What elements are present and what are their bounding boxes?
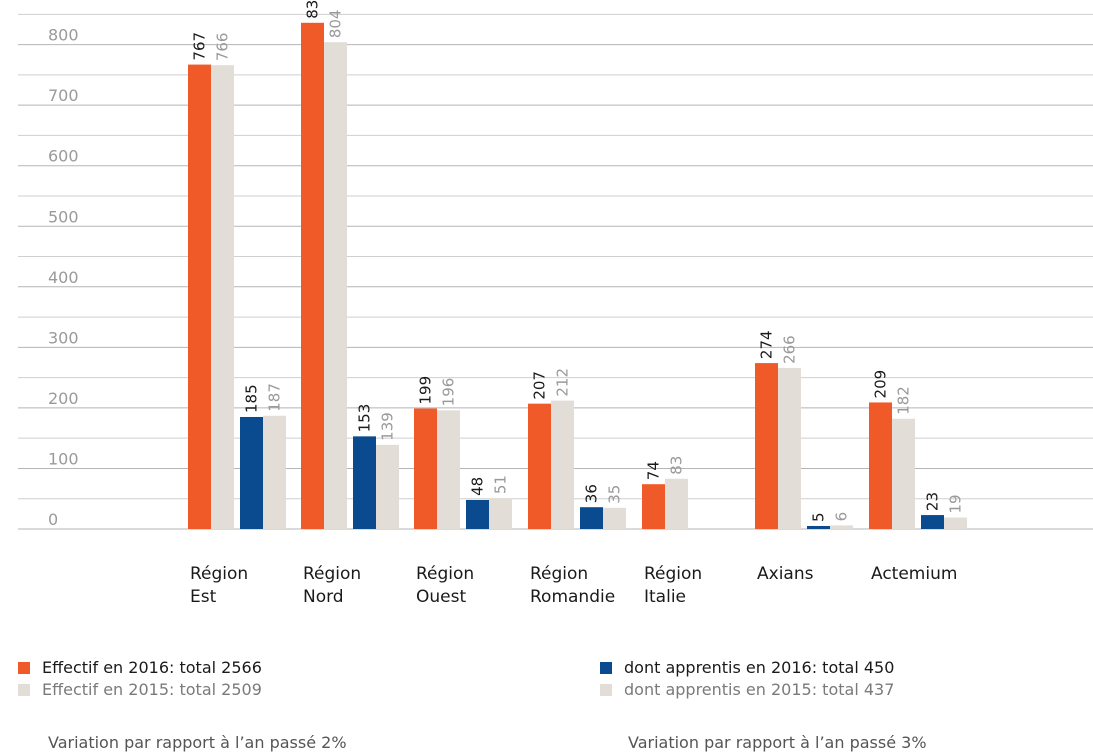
bar-value-label: 153 bbox=[356, 404, 374, 433]
bar-value-label: 804 bbox=[327, 10, 345, 39]
bar-apprentis-2015 bbox=[489, 498, 512, 529]
legend-item: Effectif en 2015: total 2509 bbox=[18, 679, 262, 701]
bar-value-label: 36 bbox=[583, 484, 601, 503]
bar-apprentis-2016 bbox=[580, 507, 603, 529]
bar-value-label: 207 bbox=[531, 371, 549, 400]
bar-value-label: 274 bbox=[758, 330, 776, 359]
bar-value-label: 139 bbox=[379, 412, 397, 441]
legend-left: Effectif en 2016: total 2566 Effectif en… bbox=[18, 657, 262, 701]
legend-swatch-effectif-2015 bbox=[18, 684, 30, 696]
y-tick-label: 800 bbox=[48, 26, 79, 45]
bar-value-label: 23 bbox=[924, 492, 942, 511]
y-tick-label: 100 bbox=[48, 449, 79, 468]
category-label: Italie bbox=[644, 587, 686, 607]
legend-item: Effectif en 2016: total 2566 bbox=[18, 657, 262, 679]
bar-effectif-2016 bbox=[301, 22, 324, 529]
legend-label-effectif-2015: Effectif en 2015: total 2509 bbox=[42, 680, 262, 699]
bar-value-label: 35 bbox=[606, 485, 624, 504]
y-tick-label: 700 bbox=[48, 86, 79, 105]
variation-note-right: Variation par rapport à l’an passé 3% bbox=[628, 733, 927, 752]
bar-value-label: 182 bbox=[895, 386, 913, 415]
bar-effectif-2015 bbox=[551, 400, 574, 529]
category-label: Axians bbox=[757, 564, 814, 584]
category-label: Région bbox=[416, 564, 474, 584]
category-label: Actemium bbox=[871, 564, 957, 584]
bar-value-label: 199 bbox=[417, 376, 435, 405]
legend-swatch-effectif-2016 bbox=[18, 662, 30, 674]
bar-apprentis-2015 bbox=[603, 507, 626, 529]
bar-value-label: 48 bbox=[469, 477, 487, 496]
legend-label-apprentis-2016: dont apprentis en 2016: total 450 bbox=[624, 658, 895, 677]
category-label: Région bbox=[190, 564, 248, 584]
bar-effectif-2016 bbox=[869, 402, 892, 529]
category-label: Romandie bbox=[530, 587, 615, 607]
bar-effectif-2015 bbox=[665, 478, 688, 529]
legend-right: dont apprentis en 2016: total 450 dont a… bbox=[600, 657, 894, 701]
bar-effectif-2016 bbox=[188, 64, 211, 530]
bar-value-label: 74 bbox=[645, 461, 663, 480]
bar-apprentis-2016 bbox=[807, 525, 830, 529]
bar-effectif-2016 bbox=[755, 363, 778, 529]
bar-value-label: 767 bbox=[191, 32, 209, 61]
bar-effectif-2016 bbox=[528, 403, 551, 529]
bar-value-label: 83 bbox=[668, 456, 686, 475]
bar-apprentis-2016 bbox=[921, 515, 944, 529]
bar-value-label: 212 bbox=[554, 368, 572, 397]
bar-chart: 0 100 200 300 400 500 600 700 800 767 766 185 187 Rég… bbox=[18, 0, 1093, 607]
bar-value-label: 185 bbox=[243, 384, 261, 413]
category-label: Région bbox=[303, 564, 361, 584]
legend-item: dont apprentis en 2015: total 437 bbox=[600, 679, 894, 701]
bar-value-label: 187 bbox=[266, 383, 284, 412]
legend-label-effectif-2016: Effectif en 2016: total 2566 bbox=[42, 658, 262, 677]
bar-effectif-2015 bbox=[892, 418, 915, 529]
variation-note-left: Variation par rapport à l’an passé 2% bbox=[48, 733, 347, 752]
bar-apprentis-2015 bbox=[944, 517, 967, 529]
category-label: Région bbox=[530, 564, 588, 584]
category-label: Ouest bbox=[416, 587, 466, 607]
y-tick-label: 300 bbox=[48, 328, 79, 347]
bar-value-label: 196 bbox=[440, 378, 458, 407]
bar-effectif-2015 bbox=[324, 42, 347, 529]
bar-value-label: 5 bbox=[810, 512, 828, 522]
y-tick-label: 200 bbox=[48, 389, 79, 408]
bar-value-label: 51 bbox=[492, 475, 510, 494]
bar-value-label: 766 bbox=[214, 33, 232, 62]
y-tick-label: 400 bbox=[48, 268, 79, 287]
bar-value-label: 83 bbox=[304, 0, 322, 19]
bar-value-label: 266 bbox=[781, 335, 799, 364]
legend-swatch-apprentis-2016 bbox=[600, 662, 612, 674]
bar-value-label: 19 bbox=[947, 494, 965, 513]
bar-apprentis-2016 bbox=[353, 436, 376, 529]
bar-apprentis-2016 bbox=[466, 499, 489, 529]
bar-value-label: 6 bbox=[833, 512, 851, 522]
bar-effectif-2015 bbox=[778, 367, 801, 529]
bar-effectif-2016 bbox=[642, 484, 665, 529]
bar-value-label: 209 bbox=[872, 370, 890, 399]
category-label: Est bbox=[190, 587, 217, 607]
bar-effectif-2015 bbox=[437, 410, 460, 529]
legend-swatch-apprentis-2015 bbox=[600, 684, 612, 696]
legend-label-apprentis-2015: dont apprentis en 2015: total 437 bbox=[624, 680, 895, 699]
bar-effectif-2015 bbox=[211, 65, 234, 529]
y-tick-label: 0 bbox=[48, 510, 58, 529]
category-label: Région bbox=[644, 564, 702, 584]
y-tick-label: 600 bbox=[48, 147, 79, 166]
category-label: Nord bbox=[303, 587, 344, 607]
bar-apprentis-2015 bbox=[263, 415, 286, 529]
bar-apprentis-2015 bbox=[830, 525, 853, 529]
legend-item: dont apprentis en 2016: total 450 bbox=[600, 657, 894, 679]
bar-effectif-2016 bbox=[414, 408, 437, 529]
bar-apprentis-2015 bbox=[376, 444, 399, 529]
bar-apprentis-2016 bbox=[240, 416, 263, 529]
y-tick-label: 500 bbox=[48, 207, 79, 226]
